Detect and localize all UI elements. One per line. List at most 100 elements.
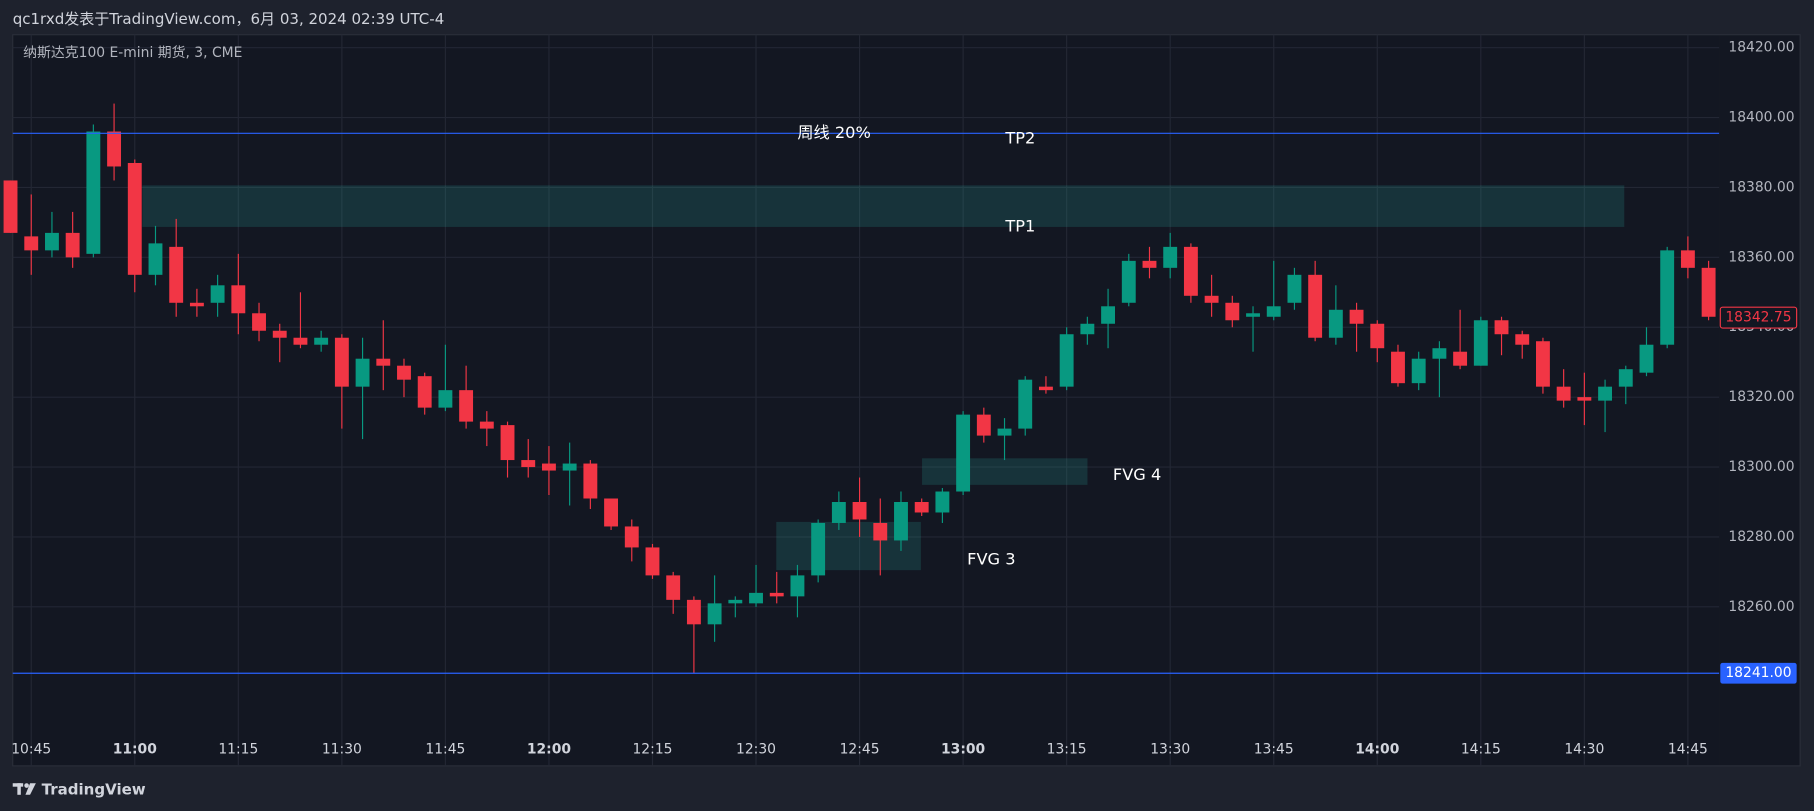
x-tick-label: 13:00 (941, 742, 985, 758)
candle-body (127, 162, 142, 275)
legend: 纳斯达克100 E-mini 期货, 3, CME (23, 44, 242, 61)
candle-body (1163, 246, 1178, 268)
candle-body (231, 285, 246, 314)
x-tick-label: 13:15 (1047, 742, 1087, 758)
candle-body (935, 491, 950, 513)
y-tick-label: 18400.00 (1728, 110, 1794, 126)
candle-body (873, 522, 888, 541)
candle-body (1225, 302, 1240, 321)
line-text: TP2 (1004, 129, 1035, 148)
zone-label: TP1 (1004, 216, 1035, 235)
candle-body (707, 603, 722, 625)
candle-body (542, 463, 556, 471)
x-tick-label: 12:45 (840, 742, 880, 758)
candle-body (1183, 246, 1198, 296)
plot-area (12, 34, 1720, 766)
y-tick-label: 18300.00 (1728, 459, 1794, 475)
zone-label: FVG 3 (967, 549, 1015, 568)
candle-body (1204, 295, 1219, 303)
x-tick-label: 14:00 (1355, 742, 1399, 758)
candle-body (107, 131, 122, 167)
candle-body (1432, 348, 1447, 359)
candle-body (1018, 379, 1033, 429)
candle-body (293, 337, 308, 345)
frame (12, 34, 1801, 767)
candle-body (1618, 369, 1633, 387)
candle-body (1266, 306, 1281, 317)
candle-body (521, 460, 536, 468)
candle-body (169, 246, 184, 303)
x-tick-label: 12:00 (527, 742, 571, 758)
candle-body (189, 302, 204, 307)
candle-body (1535, 341, 1550, 387)
y-tick-label: 18260.00 (1728, 599, 1794, 615)
candle-body (624, 526, 639, 548)
candle-body (86, 131, 101, 254)
candle-body (1680, 250, 1695, 268)
last-price-tag (1719, 306, 1798, 329)
candle-body (956, 414, 971, 492)
candle-body (604, 498, 619, 527)
x-tick-label: 13:45 (1254, 742, 1294, 758)
zone (922, 458, 1088, 485)
candle-body (1577, 397, 1592, 401)
candle-body (479, 421, 494, 429)
candle-body (65, 232, 80, 258)
candle-body (1453, 351, 1468, 366)
candle-body (811, 522, 826, 576)
price-tag-label: 18241.00 (1725, 665, 1791, 681)
candle-body (645, 547, 660, 576)
x-tick-label: 13:30 (1150, 742, 1190, 758)
candle-body (1660, 250, 1675, 345)
candle-body (459, 390, 474, 422)
line-annotation: 周线 20% (797, 123, 871, 142)
candle-body (1639, 344, 1654, 373)
candle-body (1701, 267, 1716, 317)
candle-body (1328, 309, 1343, 338)
y-tick-label: 18280.00 (1728, 529, 1794, 545)
zone-label: FVG 4 (1113, 465, 1161, 484)
candle-body (500, 425, 515, 461)
candle-body (1598, 386, 1613, 401)
x-tick-label: 12:15 (632, 742, 672, 758)
zones (142, 185, 1625, 571)
x-tick-label: 11:45 (425, 742, 465, 758)
candle-body (148, 243, 163, 275)
candle-body (272, 330, 287, 338)
candle-body (1515, 334, 1530, 345)
grid: 18260.0018280.0018300.0018320.0018340.00… (11, 34, 1795, 766)
price-tag (1720, 662, 1797, 684)
candle-body (1349, 309, 1364, 324)
candle-body (728, 599, 743, 604)
candle-body (314, 337, 329, 345)
candle-body (1391, 351, 1405, 384)
y-tick-label: 18320.00 (1728, 389, 1794, 405)
candle-body (1121, 260, 1136, 303)
candle-body (894, 501, 908, 541)
candle-body (1080, 323, 1095, 335)
candle-body (1473, 320, 1488, 366)
candle-body (749, 592, 763, 604)
zone (142, 185, 1625, 227)
candle-body (1287, 274, 1302, 303)
candle-body (1142, 260, 1157, 268)
candle-body (976, 414, 991, 436)
logo (12, 783, 36, 795)
x-tick-label: 14:30 (1564, 742, 1604, 758)
x-tick-label: 11:30 (322, 742, 362, 758)
y-tick-label: 18360.00 (1728, 249, 1794, 265)
candle-body (45, 232, 59, 251)
candle-body (210, 285, 225, 303)
header: qc1rxd发表于TradingView.com，6月 03, 2024 02:… (13, 10, 445, 28)
candle-body (252, 313, 266, 331)
x-tick-label: 12:30 (736, 742, 776, 758)
candle-body (997, 428, 1012, 436)
candle-body (562, 463, 577, 471)
candle-body (1556, 386, 1571, 401)
candle-body (1494, 320, 1509, 335)
candle-body (376, 358, 391, 366)
candle-body (24, 236, 39, 251)
x-tick-label: 11:00 (113, 742, 157, 758)
y-tick-label: 18420.00 (1728, 40, 1794, 56)
candle-body (1370, 323, 1385, 349)
